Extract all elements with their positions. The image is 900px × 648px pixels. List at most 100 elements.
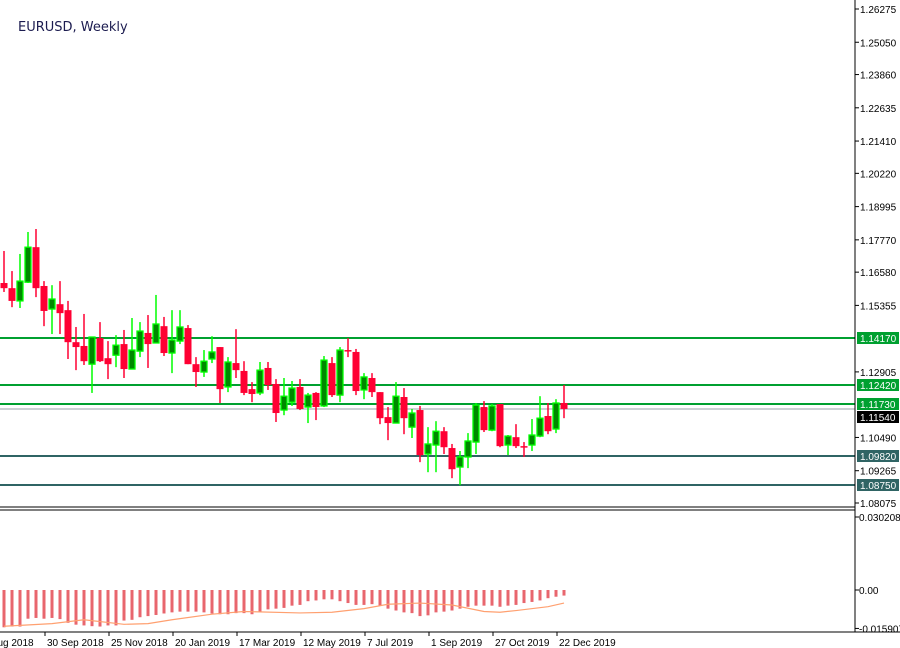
candle-body: [240, 370, 248, 393]
candle-body: [48, 298, 56, 310]
price-tick-label: 1.22635: [860, 104, 897, 115]
candle-body: [288, 387, 296, 403]
candle-body: [528, 434, 536, 446]
candle-body: [96, 338, 104, 362]
level-price-badge: [857, 332, 899, 344]
histogram-bar: [434, 590, 438, 613]
histogram-bar: [82, 590, 86, 626]
osc-tick-label: 0.030208: [859, 513, 900, 524]
candle: [136, 322, 144, 358]
candle-body: [296, 386, 304, 409]
candle: [264, 361, 272, 390]
candle: [544, 402, 552, 435]
osc-tick-label: -0.015907: [859, 624, 900, 635]
histogram-bar: [370, 590, 374, 605]
candle-body: [376, 392, 384, 419]
candle-body: [40, 285, 48, 311]
candle: [104, 341, 112, 380]
histogram-bar: [322, 590, 326, 600]
candle: [440, 427, 448, 455]
candle-body: [464, 440, 472, 458]
price-tick-label: 1.21410: [860, 137, 897, 148]
histogram-bar: [426, 590, 430, 616]
candle-body: [344, 350, 352, 352]
candle-body: [352, 351, 360, 392]
candle: [248, 382, 256, 403]
candle: [152, 294, 160, 344]
candle-body: [408, 412, 416, 428]
candle-body: [512, 437, 520, 447]
candle: [336, 347, 344, 403]
price-tick-label: 1.20220: [860, 169, 897, 180]
candle: [192, 357, 200, 387]
histogram-bar: [498, 590, 502, 607]
histogram-bar: [154, 590, 158, 615]
histogram-bar: [146, 590, 150, 617]
histogram-bar: [90, 590, 94, 627]
candle: [200, 350, 208, 377]
candle: [392, 382, 400, 424]
level-price-label: 1.11730: [860, 400, 896, 411]
histogram-bar: [178, 590, 182, 612]
candle-body: [200, 360, 208, 373]
price-pane: [0, 228, 855, 486]
histogram-bar: [546, 590, 550, 599]
candle-body: [328, 363, 336, 396]
candle: [344, 338, 352, 358]
histogram-bar: [386, 590, 390, 609]
histogram-bar: [330, 590, 334, 600]
candle: [320, 356, 328, 408]
candle: [512, 424, 520, 449]
candle: [144, 315, 152, 368]
histogram-bar: [394, 590, 398, 611]
candle: [304, 392, 312, 424]
histogram-bar: [26, 590, 30, 619]
time-tick-label: 20 Jan 2019: [175, 638, 230, 648]
histogram-bar: [474, 590, 478, 606]
candle: [72, 326, 80, 371]
price-tick-label: 1.17770: [860, 236, 897, 247]
candle: [112, 335, 120, 368]
price-tick-label: 1.23860: [860, 71, 897, 82]
time-tick-label: 27 Oct 2019: [495, 638, 550, 648]
candle-body: [160, 326, 168, 354]
candle-body: [112, 344, 120, 356]
candle-body: [168, 339, 176, 354]
candle: [16, 253, 24, 308]
histogram-bar: [346, 590, 350, 604]
candle: [400, 388, 408, 435]
histogram-bar: [514, 590, 518, 605]
histogram-bar: [194, 590, 198, 612]
candle-body: [80, 345, 88, 362]
candle: [96, 322, 104, 362]
candle-body: [216, 347, 224, 390]
signal-line: [3, 602, 565, 627]
time-tick-label: 5 Aug 2018: [0, 638, 34, 648]
candle-body: [424, 443, 432, 455]
histogram-bar: [538, 590, 542, 601]
candle: [376, 392, 384, 425]
candle-body: [192, 364, 200, 373]
histogram-bar: [402, 590, 406, 613]
candle-body: [384, 417, 392, 424]
candle-body: [544, 416, 552, 432]
candle: [160, 316, 168, 357]
candle-body: [448, 448, 456, 470]
candle-body: [248, 389, 256, 395]
candle-body: [32, 247, 40, 289]
candle-body: [336, 349, 344, 396]
histogram-bar: [562, 590, 566, 596]
histogram-bar: [282, 590, 286, 608]
candle: [528, 418, 536, 452]
histogram-bar: [202, 590, 206, 613]
candle: [424, 427, 432, 473]
candle-body: [520, 446, 528, 448]
candle-body: [72, 342, 80, 348]
price-tick-label: 1.12905: [860, 368, 897, 379]
candle: [208, 336, 216, 364]
time-tick-label: 12 May 2019: [303, 638, 361, 648]
candle-body: [8, 288, 16, 301]
candle: [408, 408, 416, 438]
